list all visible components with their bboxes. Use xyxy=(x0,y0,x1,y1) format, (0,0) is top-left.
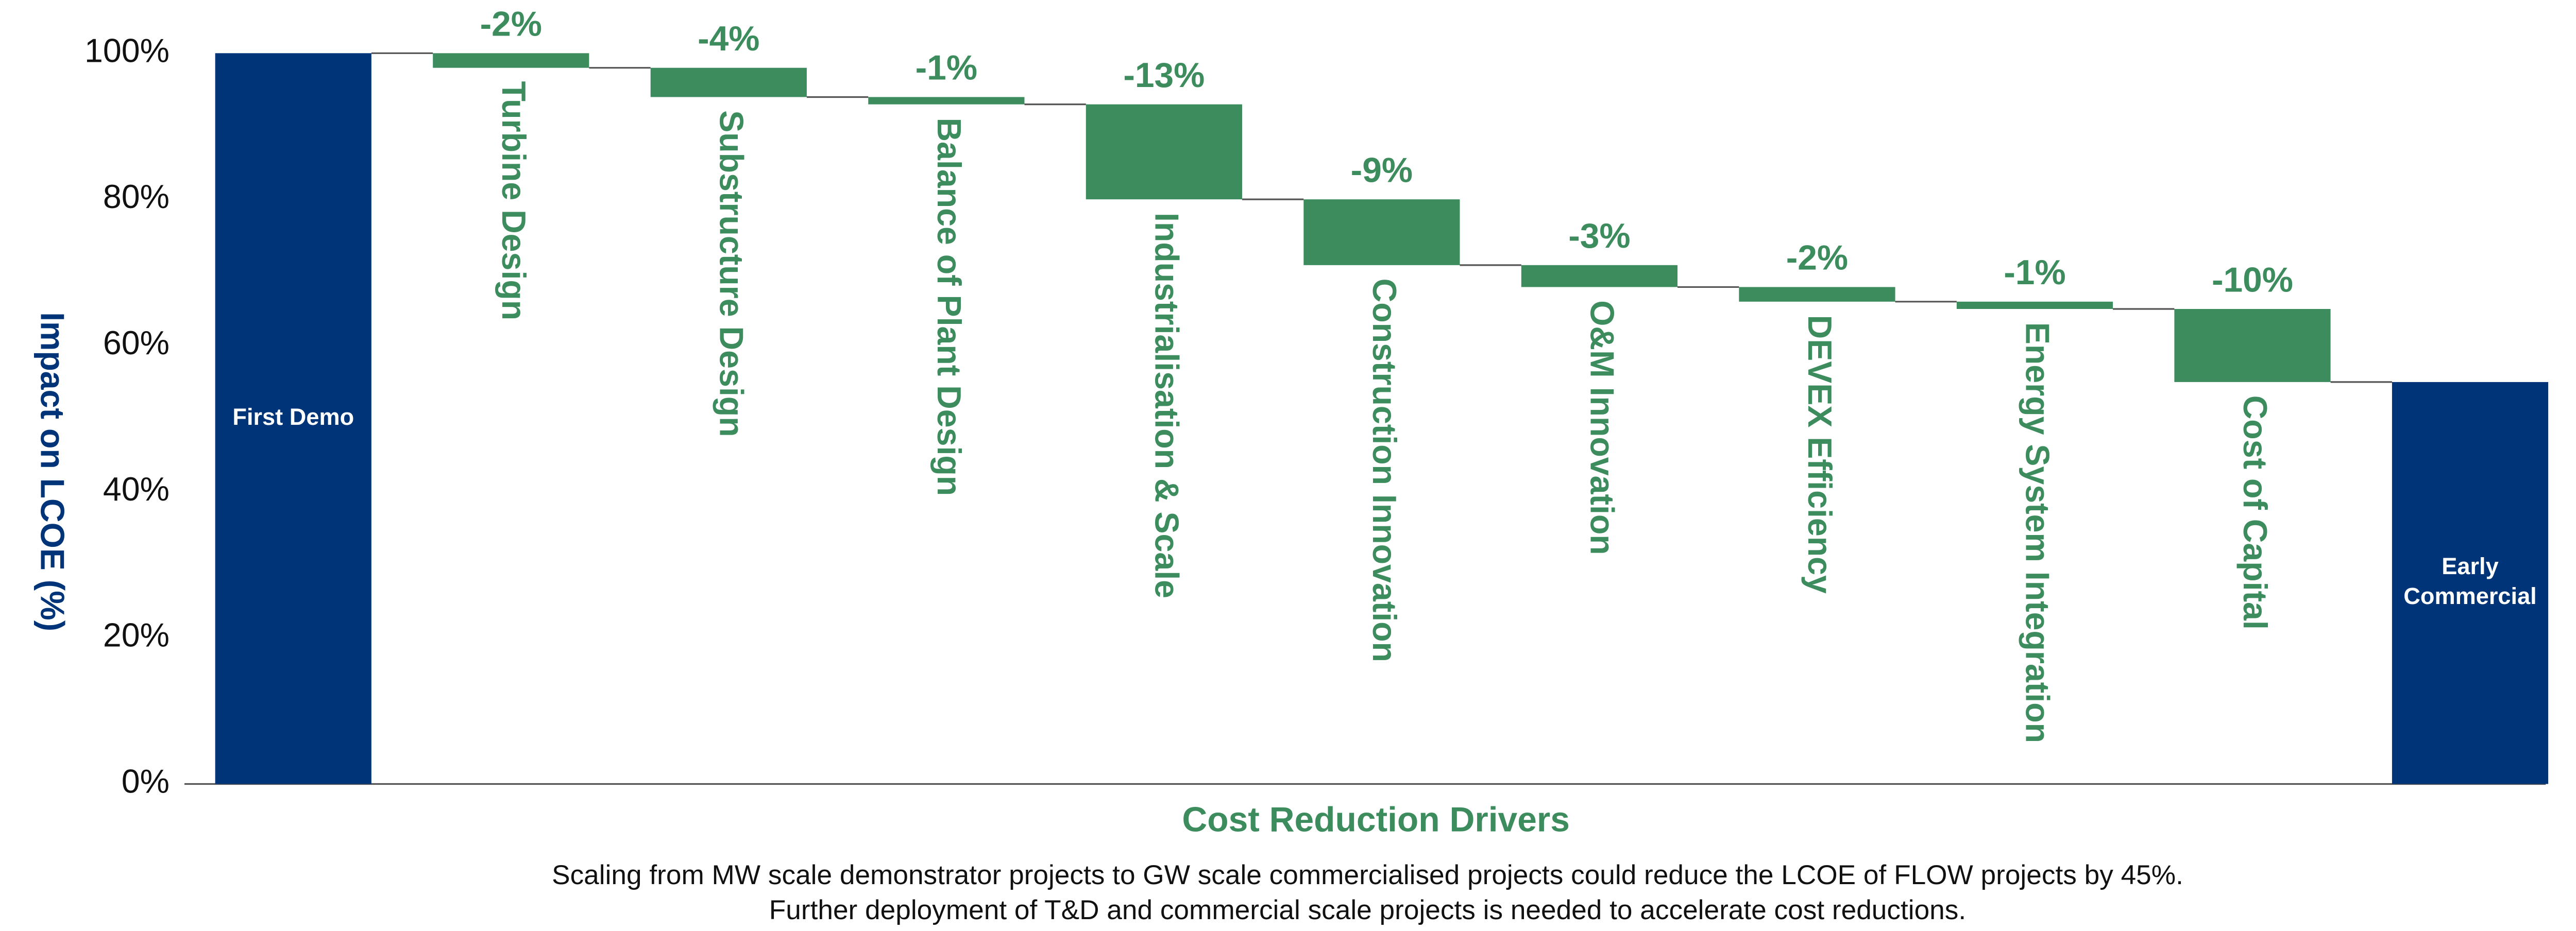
value-label: -3% xyxy=(1568,217,1630,255)
category-label: Early Commercial xyxy=(2403,553,2536,609)
category-label: Industrialisation & Scale xyxy=(1148,213,1185,598)
change-bar xyxy=(868,97,1025,105)
x-axis-title: Cost Reduction Drivers xyxy=(1182,801,1570,839)
category-label: First Demo xyxy=(232,404,354,430)
y-tick-label: 60% xyxy=(103,324,170,361)
footnote: Scaling from MW scale demonstrator proje… xyxy=(552,860,2183,890)
footnote: Further deployment of T&D and commercial… xyxy=(769,895,1966,925)
category-label: Cost of Capital xyxy=(2236,395,2274,630)
change-bar xyxy=(433,53,589,68)
total-bar xyxy=(215,53,371,784)
change-bar xyxy=(1739,287,1895,302)
value-label: -13% xyxy=(1123,56,1205,95)
y-axis-title: Impact on LCOE (%) xyxy=(34,312,71,631)
value-label: -1% xyxy=(916,49,977,88)
change-bar xyxy=(650,67,807,97)
y-tick-label: 0% xyxy=(122,763,170,800)
change-bar xyxy=(1521,265,1678,287)
value-label: -4% xyxy=(698,20,759,58)
category-label: O&M Innovation xyxy=(1583,300,1620,555)
category-label: Construction Innovation xyxy=(1366,279,1403,662)
value-label: -9% xyxy=(1351,151,1413,189)
total-bar xyxy=(2392,382,2549,784)
category-label: Turbine Design xyxy=(495,81,532,320)
change-bar xyxy=(1303,199,1460,265)
category-label: Energy System Integration xyxy=(2019,322,2056,743)
change-bar xyxy=(1956,301,2113,309)
value-label: -1% xyxy=(2004,253,2065,292)
change-bar xyxy=(1086,104,1242,200)
value-label: -2% xyxy=(1786,239,1848,278)
y-tick-label: 20% xyxy=(103,617,170,654)
value-label: -10% xyxy=(2212,261,2293,299)
value-label: -2% xyxy=(480,5,542,44)
y-tick-label: 80% xyxy=(103,178,170,215)
category-label: Substructure Design xyxy=(713,110,750,437)
category-label: DEVEX Efficiency xyxy=(1801,315,1838,594)
category-label: Balance of Plant Design xyxy=(930,117,968,496)
y-tick-label: 40% xyxy=(103,471,170,508)
change-bar xyxy=(2174,309,2331,382)
y-tick-label: 100% xyxy=(84,32,170,69)
